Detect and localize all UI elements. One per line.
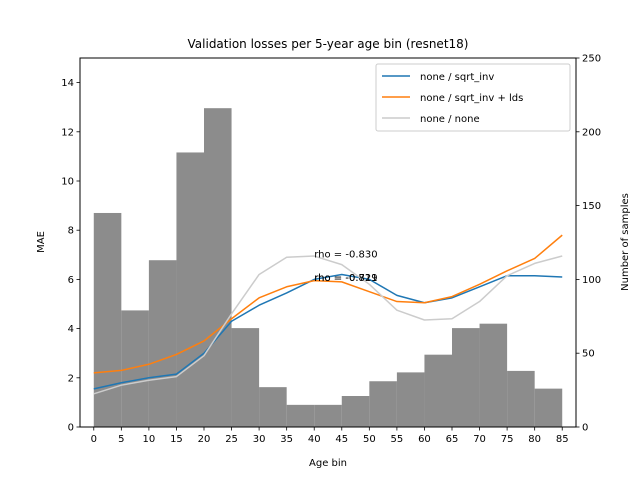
- bar-layer: [93, 108, 563, 428]
- y-tick-label-right: 50: [582, 349, 595, 360]
- histogram-bar: [396, 372, 425, 427]
- histogram-bar: [121, 310, 149, 427]
- histogram-bar: [148, 260, 177, 427]
- series-line: [93, 255, 563, 395]
- rho-annotation: rho = -0.830: [314, 250, 377, 261]
- y-tick-label: 2: [68, 373, 74, 384]
- y-tick-label: 14: [61, 78, 74, 89]
- y-axis-left: 0 2 4 6 8 10 12 14: [61, 78, 80, 434]
- y-tick-label-right: 0: [582, 423, 588, 434]
- legend-label: none / none: [420, 114, 480, 125]
- x-tick-label: 20: [198, 434, 211, 445]
- legend-box: [375, 63, 571, 132]
- x-tick-label: 65: [446, 434, 459, 445]
- histogram-bar: [369, 381, 397, 427]
- y-tick-label-right: 150: [582, 201, 601, 212]
- legend-label: none / sqrt_inv: [420, 72, 494, 83]
- x-tick-label: 80: [528, 434, 541, 445]
- histogram-bar: [231, 328, 260, 427]
- x-tick-label: 50: [363, 434, 376, 445]
- y-tick-label: 4: [68, 324, 74, 335]
- x-tick-label: 55: [391, 434, 404, 445]
- x-tick-label: 30: [253, 434, 266, 445]
- histogram-bar: [314, 404, 342, 427]
- chart-title: Validation losses per 5-year age bin (re…: [188, 37, 469, 51]
- histogram-bar: [204, 108, 232, 428]
- legend-label: none / sqrt_inv + lds: [420, 93, 523, 104]
- x-tick-label: 40: [308, 434, 321, 445]
- histogram-bar: [341, 396, 370, 427]
- y-tick-label: 10: [61, 177, 74, 188]
- y-axis-title-right: Number of samples: [620, 193, 631, 291]
- y-axis-title-left: MAE: [36, 231, 47, 253]
- x-tick-label: 0: [91, 434, 97, 445]
- y-tick-label-right: 200: [582, 127, 601, 138]
- histogram-bar: [286, 404, 315, 427]
- x-tick-label: 5: [118, 434, 124, 445]
- y-tick-label: 8: [68, 226, 74, 237]
- histogram-bar: [424, 354, 452, 427]
- y-tick-label: 0: [68, 423, 74, 434]
- x-axis: 0 5 10 15 20 25 30 35 40 45 50 55 60 65 70 75 80 85: [91, 427, 569, 445]
- y-tick-label: 12: [61, 127, 74, 138]
- histogram-bar: [534, 388, 563, 427]
- y-tick-label: 6: [68, 275, 74, 286]
- rho-annotation: rho = -0.821: [314, 273, 377, 284]
- y-axis-right: 0 50 100 150 200 250: [576, 54, 601, 434]
- x-tick-label: 25: [225, 434, 238, 445]
- histogram-bar: [93, 212, 122, 427]
- y-tick-label-right: 250: [582, 54, 601, 65]
- x-tick-label: 75: [501, 434, 514, 445]
- y-tick-label-right: 100: [582, 275, 601, 286]
- x-tick-label: 45: [335, 434, 348, 445]
- histogram-bar: [452, 328, 480, 427]
- x-tick-label: 60: [418, 434, 431, 445]
- histogram-bar: [259, 387, 287, 427]
- rho-annotation: rho = -0.719: [314, 273, 377, 284]
- plot-frame: [79, 57, 577, 428]
- x-tick-label: 15: [170, 434, 183, 445]
- x-tick-label: 35: [280, 434, 293, 445]
- x-tick-label: 10: [143, 434, 156, 445]
- x-tick-label: 70: [473, 434, 486, 445]
- x-tick-label: 85: [556, 434, 569, 445]
- series-line: [93, 234, 563, 374]
- line-layer: [93, 234, 563, 395]
- histogram-bar: [479, 323, 508, 427]
- x-axis-title: Age bin: [309, 458, 347, 469]
- series-line: [93, 273, 563, 390]
- histogram-bar: [176, 152, 204, 428]
- histogram-bar: [507, 370, 535, 427]
